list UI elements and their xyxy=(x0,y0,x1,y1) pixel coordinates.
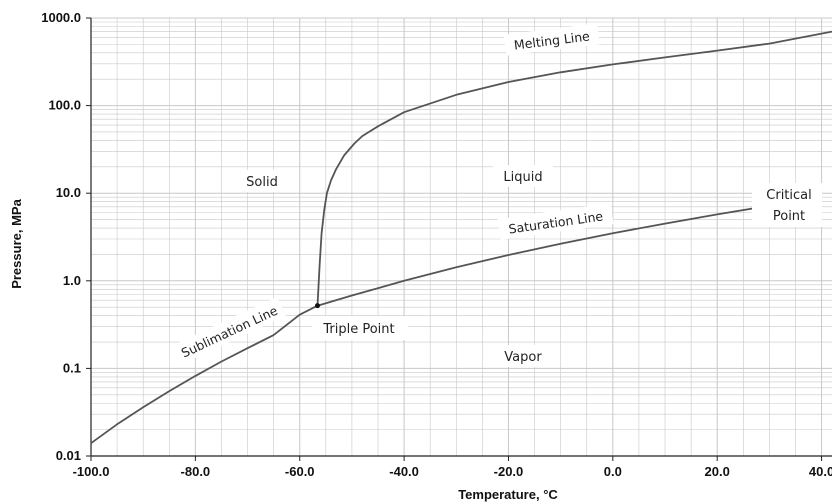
critical-point-label-line1: Critical xyxy=(766,188,811,203)
critical-point-label-line2: Point xyxy=(773,209,805,224)
sublimation-line-label-bg xyxy=(171,296,286,365)
saturation-line-label-bg xyxy=(497,203,614,240)
tick-labels: -100.0 -80.0 -60.0 -40.0 -20.0 0.0 20.0 40.0 0.0… xyxy=(41,10,832,479)
y-axis-title: Pressure, MPa xyxy=(9,198,24,288)
vapor-region-label: Vapor xyxy=(504,350,542,365)
y-tick-label: 100.0 xyxy=(48,98,81,113)
major-gridlines xyxy=(90,17,832,457)
x-tick-label: -80.0 xyxy=(181,464,211,479)
x-tick-label: 0.0 xyxy=(604,464,622,479)
saturation-line-curve xyxy=(317,203,776,307)
axes xyxy=(86,17,832,461)
melting-line-curve xyxy=(316,30,832,306)
sublimation-line-label: Sublimation Line xyxy=(179,303,280,361)
minor-gridlines xyxy=(91,18,832,456)
x-tick-label: -60.0 xyxy=(285,464,315,479)
y-tick-label: 1000.0 xyxy=(41,10,81,25)
vapor-label-bg xyxy=(494,345,552,367)
critical-point-label-bg xyxy=(752,183,822,227)
triple-point-marker xyxy=(314,303,320,309)
x-tick-label: 40.0 xyxy=(809,464,832,479)
triple-point-label-bg xyxy=(312,316,408,340)
x-tick-label: -20.0 xyxy=(494,464,524,479)
x-axis-title: Temperature, °C xyxy=(458,487,558,502)
liquid-region-label: Liquid xyxy=(503,170,542,185)
sublimation-line-curve xyxy=(90,304,318,444)
melting-line-label-bg xyxy=(503,23,600,56)
liquid-label-bg xyxy=(493,165,553,187)
y-tick-label: 10.0 xyxy=(56,185,81,200)
triple-point-label: Triple Point xyxy=(322,322,394,337)
solid-label-bg xyxy=(236,170,290,192)
x-tick-label: -100.0 xyxy=(73,464,110,479)
y-tick-label: 0.01 xyxy=(56,448,81,463)
phase-curves xyxy=(90,30,832,444)
x-tick-label: -40.0 xyxy=(389,464,419,479)
y-tick-label: 0.1 xyxy=(63,360,81,375)
x-tick-label: 20.0 xyxy=(705,464,730,479)
y-tick-label: 1.0 xyxy=(63,273,81,288)
solid-region-label: Solid xyxy=(246,175,278,190)
